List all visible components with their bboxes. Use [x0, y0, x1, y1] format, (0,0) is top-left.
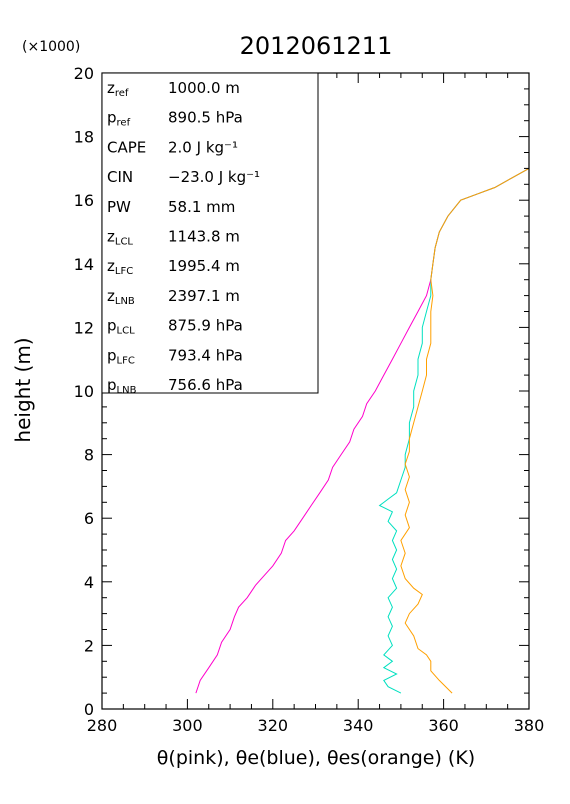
x-axis-label: θ(pink), θe(blue), θes(orange) (K)	[157, 747, 475, 769]
stats-label: pLFC	[107, 346, 135, 366]
series-layer	[195, 167, 530, 694]
stats-box: zref 1000.0 m pref 890.5 hPa CAPE 2.0 J kg⁻¹ C…	[101, 72, 319, 396]
stats-value: 1143.8 m	[168, 228, 240, 246]
y-axis-label: height (m)	[11, 337, 35, 442]
y-tick-label: 12	[74, 318, 94, 337]
x-tick-label: 300	[172, 716, 203, 735]
stats-label: CIN	[107, 168, 133, 186]
y-tick-label: 8	[84, 446, 94, 465]
stats-value: 890.5 hPa	[168, 109, 243, 127]
y-tick-label: 14	[74, 255, 94, 274]
stats-value: −23.0 J kg⁻¹	[168, 168, 260, 186]
y-tick-label: 0	[84, 700, 94, 719]
y-multiplier-label: (×1000)	[22, 39, 80, 55]
stats-value: 58.1 mm	[168, 198, 235, 216]
x-tick-label: 340	[343, 716, 374, 735]
stats-label: zLCL	[107, 228, 133, 248]
chart-title: 2012061211	[240, 32, 393, 60]
y-tick-label: 4	[84, 573, 94, 592]
y-tick-label: 20	[74, 64, 94, 83]
y-tick-label: 16	[74, 191, 94, 210]
stats-box-frame	[101, 72, 319, 394]
stats-label: zLNB	[107, 287, 135, 307]
y-tick-label: 2	[84, 636, 94, 655]
stats-value: 875.9 hPa	[168, 317, 243, 335]
series-line-2	[400, 167, 530, 694]
y-tick-label: 6	[84, 509, 94, 528]
stats-label: PW	[107, 198, 131, 216]
stats-label: zLFC	[107, 257, 133, 277]
axes-layer: 280 300 320 340 360 380 0 2 4 6 8 10 12 14 16 18 20	[74, 64, 545, 735]
stats-value: 793.4 hPa	[168, 346, 243, 364]
x-tick-label: 280	[87, 716, 118, 735]
stats-label: zref	[107, 79, 129, 99]
x-tick-label: 320	[258, 716, 289, 735]
x-tick-label: 360	[428, 716, 459, 735]
x-tick-label: 380	[514, 716, 545, 735]
stats-value: 756.6 hPa	[168, 376, 243, 394]
stats-value: 1000.0 m	[168, 79, 240, 97]
stats-value: 2397.1 m	[168, 287, 240, 305]
stats-label: pLCL	[107, 317, 135, 337]
y-tick-label: 10	[74, 382, 94, 401]
stats-value: 2.0 J kg⁻¹	[168, 138, 238, 156]
y-tick-label: 18	[74, 128, 94, 147]
stats-label: CAPE	[107, 138, 146, 156]
series-line-1	[378, 167, 530, 694]
stats-label: pref	[107, 109, 131, 129]
stats-label: pLNB	[107, 376, 137, 396]
stats-value: 1995.4 m	[168, 257, 240, 275]
